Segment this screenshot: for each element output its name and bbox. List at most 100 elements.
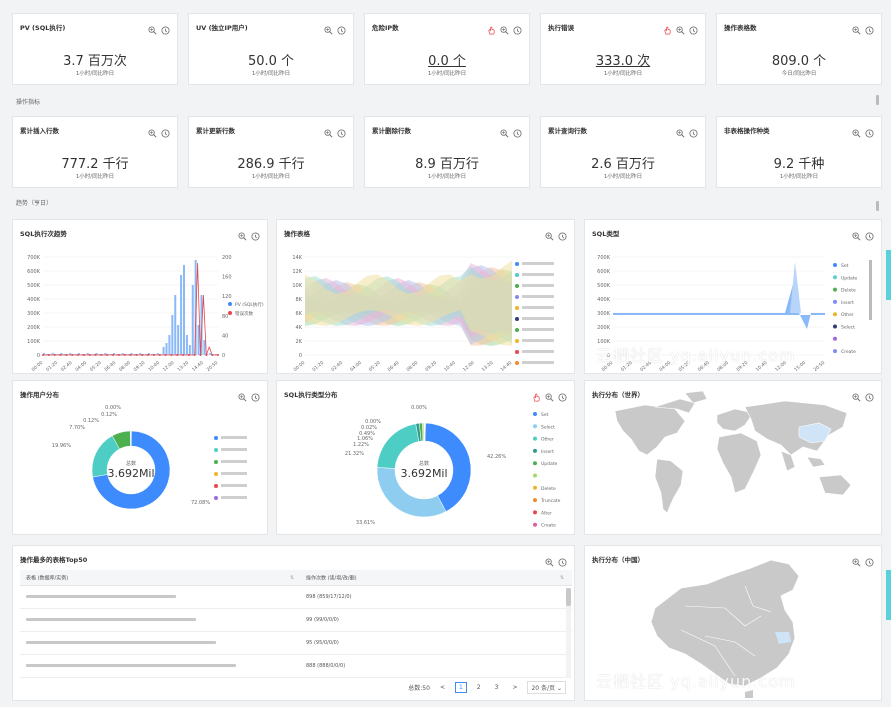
zoom-icon[interactable]	[545, 552, 554, 567]
side-tab[interactable]	[886, 570, 891, 620]
zoom-icon[interactable]	[676, 123, 685, 138]
info-icon[interactable]	[513, 20, 522, 35]
info-icon[interactable]	[251, 387, 260, 402]
page-3[interactable]: 3	[494, 684, 499, 691]
watermark: 云栖社区 yq.aliyun.com	[596, 346, 796, 365]
x-tick-label: 12:00	[462, 360, 476, 373]
world-map	[614, 390, 852, 514]
info-icon[interactable]	[161, 123, 170, 138]
zoom-icon[interactable]	[324, 123, 333, 138]
error-point	[71, 354, 74, 356]
pagination-prev[interactable]: <	[439, 684, 445, 691]
y-tick-label: 700K	[27, 255, 41, 261]
pv-bar	[48, 354, 51, 355]
x-tick-label: 20:50	[812, 360, 826, 373]
zoom-icon[interactable]	[852, 123, 861, 138]
kpi-value[interactable]: 333.0 次	[595, 54, 651, 69]
zoom-icon[interactable]	[324, 20, 333, 35]
info-icon[interactable]	[689, 20, 698, 35]
legend-dot	[214, 448, 218, 452]
page-2[interactable]: 2	[476, 684, 481, 691]
legend-label	[522, 262, 554, 265]
page-size-select[interactable]: 20 条/页 ⌄	[527, 681, 566, 694]
page-1[interactable]: 1	[454, 682, 467, 693]
info-icon[interactable]	[865, 552, 874, 567]
zoom-icon[interactable]	[545, 226, 554, 241]
legend-dot	[533, 412, 537, 416]
legend-label	[522, 328, 554, 331]
error-point	[205, 354, 208, 356]
kpi-value[interactable]: 0.0 个	[428, 54, 466, 69]
pv-bar	[127, 354, 130, 355]
table-row[interactable]: 898 (859/17/12/0)	[20, 586, 572, 609]
error-point	[217, 354, 219, 356]
zoom-icon[interactable]	[238, 226, 247, 241]
sort-icon[interactable]: ⇅	[560, 575, 565, 581]
legend-label: Select	[541, 424, 555, 430]
legend-dot	[214, 460, 218, 464]
info-icon[interactable]	[337, 20, 346, 35]
y-tick-label: 0	[299, 353, 302, 359]
info-icon[interactable]	[513, 123, 522, 138]
info-icon[interactable]	[558, 226, 567, 241]
slice-label: 42.26%	[487, 454, 506, 460]
side-tab[interactable]	[886, 250, 891, 300]
pv-bar	[118, 354, 121, 355]
zoom-icon[interactable]	[238, 387, 247, 402]
info-icon[interactable]	[865, 226, 874, 241]
col-header-table[interactable]: 表格 (数据库/实例)	[26, 575, 69, 581]
zoom-icon[interactable]	[676, 20, 685, 35]
kpi-title: 操作表格数	[724, 24, 757, 32]
legend-label	[522, 317, 554, 320]
kpi-value: 2.6 百万行	[591, 157, 655, 172]
info-icon[interactable]	[865, 387, 874, 402]
info-icon[interactable]	[161, 20, 170, 35]
error-point	[94, 354, 97, 356]
legend-dot	[228, 311, 232, 315]
error-point	[77, 354, 79, 356]
zoom-icon[interactable]	[852, 226, 861, 241]
info-icon[interactable]	[865, 20, 874, 35]
hand-icon[interactable]	[532, 387, 541, 402]
info-icon[interactable]	[689, 123, 698, 138]
kpi-title: 累计插入行数	[20, 127, 59, 135]
info-icon[interactable]	[558, 387, 567, 402]
table-row[interactable]: 99 (99/0/0/0)	[20, 609, 572, 632]
zoom-icon[interactable]	[852, 387, 861, 402]
center-value: 3.692Mil	[107, 467, 154, 480]
x-tick-label: 09:20	[424, 360, 438, 373]
error-point	[82, 354, 85, 356]
hand-icon[interactable]	[663, 20, 672, 35]
section-scroll[interactable]	[876, 95, 879, 105]
table-row[interactable]: 95 (95/0/0/0)	[20, 632, 572, 655]
info-icon[interactable]	[337, 123, 346, 138]
error-point	[53, 354, 56, 356]
info-icon[interactable]	[251, 226, 260, 241]
pagination-next[interactable]: >	[512, 684, 518, 691]
china-map	[650, 559, 800, 698]
zoom-icon[interactable]	[500, 20, 509, 35]
y2-tick-label: 0	[222, 353, 225, 359]
legend-label	[221, 484, 247, 487]
legend-label	[522, 350, 554, 353]
zoom-icon[interactable]	[852, 20, 861, 35]
y-tick-label: 300K	[597, 311, 611, 317]
zoom-icon[interactable]	[500, 123, 509, 138]
top50-table: 表格 (数据库/实例) ⇅ 操作次数 (读/增/改/删) ⇅ 898 (859/…	[20, 570, 572, 678]
zoom-icon[interactable]	[852, 552, 861, 567]
zoom-icon[interactable]	[545, 387, 554, 402]
section-scroll-2[interactable]	[876, 201, 879, 211]
hand-icon[interactable]	[487, 20, 496, 35]
error-point	[106, 354, 109, 356]
sort-icon[interactable]: ⇅	[290, 575, 295, 581]
table-scrollbar[interactable]	[566, 588, 571, 678]
info-icon[interactable]	[865, 123, 874, 138]
table-row[interactable]: 888 (888/0/0/0)	[20, 655, 572, 678]
legend-dot	[533, 448, 537, 453]
x-tick-label: 10:40	[147, 360, 161, 373]
zoom-icon[interactable]	[148, 20, 157, 35]
col-header-ops[interactable]: 操作次数 (读/增/改/删)	[306, 575, 357, 581]
user-dist-chart: 总数3.692Mil72.08%19.96%7.70%0.12%0.12%0.0…	[52, 405, 247, 510]
info-icon[interactable]	[558, 552, 567, 567]
zoom-icon[interactable]	[148, 123, 157, 138]
